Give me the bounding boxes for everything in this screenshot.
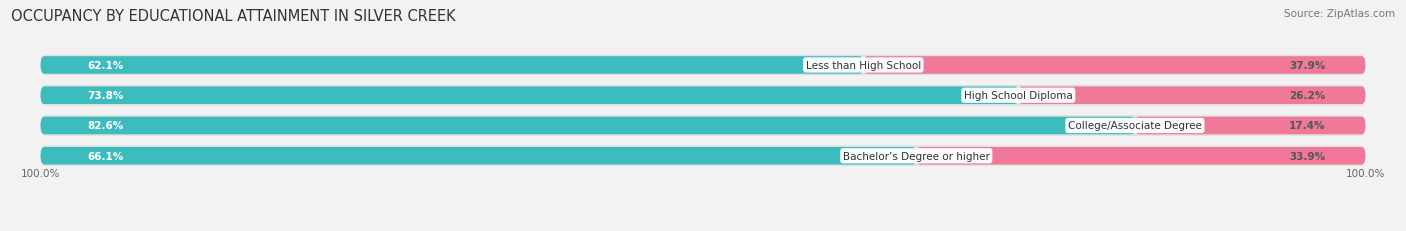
FancyBboxPatch shape	[41, 87, 1018, 105]
FancyBboxPatch shape	[1018, 87, 1365, 105]
FancyBboxPatch shape	[41, 146, 1365, 166]
FancyBboxPatch shape	[41, 147, 917, 165]
Text: 66.1%: 66.1%	[87, 151, 124, 161]
FancyBboxPatch shape	[917, 147, 1365, 165]
Text: 26.2%: 26.2%	[1289, 91, 1326, 101]
FancyBboxPatch shape	[41, 57, 863, 74]
FancyBboxPatch shape	[41, 116, 1365, 136]
Text: 33.9%: 33.9%	[1289, 151, 1326, 161]
FancyBboxPatch shape	[1135, 117, 1365, 135]
Text: 62.1%: 62.1%	[87, 61, 124, 71]
FancyBboxPatch shape	[41, 55, 1365, 76]
Text: 100.0%: 100.0%	[21, 169, 60, 179]
Text: College/Associate Degree: College/Associate Degree	[1069, 121, 1202, 131]
FancyBboxPatch shape	[863, 57, 1365, 74]
Text: 37.9%: 37.9%	[1289, 61, 1326, 71]
FancyBboxPatch shape	[41, 117, 1135, 135]
Text: Bachelor’s Degree or higher: Bachelor’s Degree or higher	[842, 151, 990, 161]
Text: Less than High School: Less than High School	[806, 61, 921, 71]
Text: 82.6%: 82.6%	[87, 121, 124, 131]
Text: 73.8%: 73.8%	[87, 91, 124, 101]
Text: 17.4%: 17.4%	[1289, 121, 1326, 131]
Text: OCCUPANCY BY EDUCATIONAL ATTAINMENT IN SILVER CREEK: OCCUPANCY BY EDUCATIONAL ATTAINMENT IN S…	[11, 9, 456, 24]
FancyBboxPatch shape	[41, 85, 1365, 106]
Text: Source: ZipAtlas.com: Source: ZipAtlas.com	[1284, 9, 1395, 19]
Text: 100.0%: 100.0%	[1346, 169, 1385, 179]
Text: High School Diploma: High School Diploma	[965, 91, 1073, 101]
